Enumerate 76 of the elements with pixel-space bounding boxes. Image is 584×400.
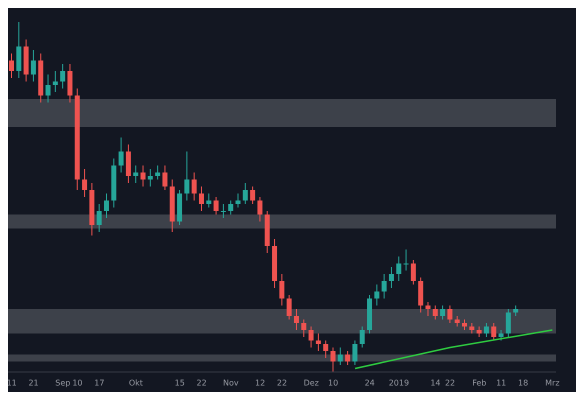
candlestick bbox=[206, 193, 212, 208]
candlestick bbox=[462, 319, 468, 330]
candlestick bbox=[484, 322, 489, 338]
candlestick bbox=[352, 340, 358, 366]
candlestick bbox=[155, 165, 160, 180]
candlestick bbox=[388, 266, 394, 288]
candlestick bbox=[52, 70, 58, 92]
candlestick bbox=[228, 200, 234, 215]
x-tick-label: Sep bbox=[55, 378, 70, 388]
candlestick bbox=[162, 165, 168, 190]
candlestick bbox=[404, 249, 409, 271]
candlestick bbox=[447, 305, 452, 324]
candlestick bbox=[323, 340, 328, 358]
candlestick bbox=[242, 182, 248, 204]
x-tick-label: 2019 bbox=[388, 378, 410, 388]
x-tick-label: 18 bbox=[518, 378, 528, 388]
candlestick bbox=[396, 256, 402, 282]
candlestick bbox=[60, 64, 66, 89]
x-tick-label: Feb bbox=[472, 378, 486, 388]
candlestick bbox=[214, 196, 219, 215]
x-tick-label: 17 bbox=[94, 378, 104, 388]
x-tick-label: 11 bbox=[496, 378, 506, 388]
candlestick bbox=[374, 284, 380, 306]
x-tick-label: 10 bbox=[328, 378, 338, 388]
candlestick bbox=[506, 308, 511, 338]
x-tick-label: Okt bbox=[128, 378, 143, 388]
x-tick-label: Mrz bbox=[545, 378, 560, 388]
candlestick bbox=[308, 326, 314, 348]
candlestick bbox=[250, 186, 256, 204]
x-tick-label: 21 bbox=[28, 378, 39, 388]
x-tick-label: 22 bbox=[444, 378, 456, 388]
candlestick bbox=[454, 316, 460, 327]
candlestick bbox=[345, 350, 350, 366]
x-tick-label: Nov bbox=[223, 378, 239, 388]
candlestick bbox=[257, 196, 262, 222]
candlestick bbox=[513, 305, 518, 316]
x-tick-label: 22 bbox=[276, 378, 288, 388]
candlestick bbox=[220, 204, 226, 218]
x-tick-label: 24 bbox=[364, 378, 375, 388]
candlestick bbox=[118, 137, 124, 173]
candlestick bbox=[236, 193, 241, 208]
candlestick bbox=[140, 165, 146, 187]
candlestick bbox=[30, 50, 36, 82]
candlestick bbox=[425, 302, 430, 316]
candlestick bbox=[82, 168, 88, 198]
candlestick bbox=[133, 165, 138, 184]
x-tick-label: 12 bbox=[254, 378, 266, 388]
candlestick bbox=[286, 294, 292, 320]
candlestick bbox=[279, 274, 284, 306]
candlestick bbox=[440, 305, 446, 320]
candlestick bbox=[338, 347, 343, 366]
candlestick bbox=[46, 74, 51, 103]
candlestick bbox=[360, 326, 365, 348]
candlestick bbox=[294, 308, 299, 330]
candlestick bbox=[9, 53, 14, 78]
candlestick bbox=[491, 322, 496, 341]
candlestick bbox=[432, 305, 438, 320]
x-tick-label: 14 bbox=[430, 378, 441, 388]
candlestick bbox=[498, 330, 504, 341]
candlestick bbox=[476, 326, 482, 338]
candlestick bbox=[410, 260, 416, 285]
candlestick bbox=[316, 333, 321, 352]
candlestick bbox=[96, 204, 102, 232]
candlestick bbox=[301, 319, 306, 338]
x-tick-label: Dez bbox=[304, 378, 319, 388]
x-tick-label: 10 bbox=[72, 378, 83, 388]
x-tick-label: 15 bbox=[174, 378, 185, 388]
x-tick-label: 22 bbox=[196, 378, 207, 388]
candlestick bbox=[148, 168, 153, 187]
candlestick bbox=[382, 274, 387, 299]
candlestick bbox=[330, 347, 336, 372]
candlestick bbox=[184, 151, 190, 201]
candlestick bbox=[198, 186, 204, 212]
candlestick bbox=[192, 172, 197, 201]
candlestick bbox=[469, 322, 474, 334]
candlestick bbox=[104, 193, 109, 218]
